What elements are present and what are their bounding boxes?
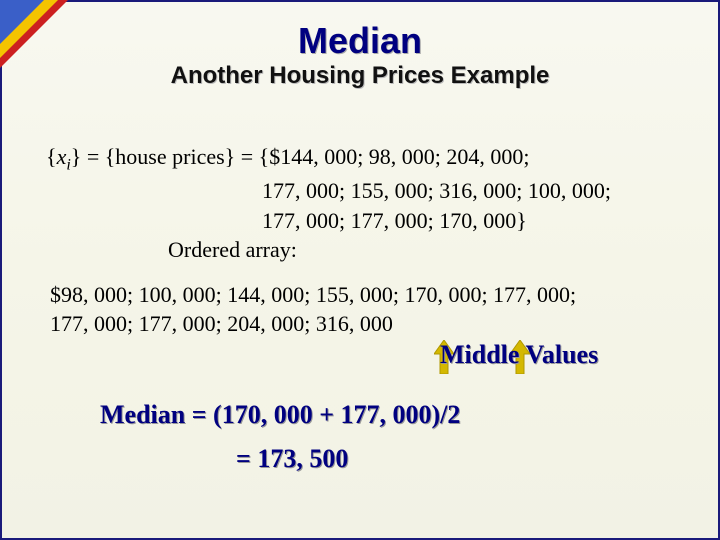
dataset-line2: 177, 000; 155, 000; 316, 000; 100, 000;: [46, 176, 674, 206]
ordered-array: $98, 000; 100, 000; 144, 000; 155, 000; …: [46, 281, 674, 338]
ordered-label: Ordered array:: [46, 235, 674, 265]
dataset-eq: = {house prices} = {$144, 000; 98, 000; …: [81, 144, 529, 169]
arrows-container: Middle Values: [46, 340, 674, 370]
median-result: = 173, 500: [46, 444, 674, 474]
var-x: x: [57, 144, 67, 169]
middle-values-label: Middle Values: [440, 340, 598, 370]
dataset-definition: {xi} = {house prices} = {$144, 000; 98, …: [46, 142, 674, 265]
slide-subtitle: Another Housing Prices Example: [2, 62, 718, 90]
dataset-line3: 177, 000; 177, 000; 170, 000}: [46, 206, 674, 236]
brace-open: {: [46, 144, 57, 169]
ordered-line1: $98, 000; 100, 000; 144, 000; 155, 000; …: [50, 281, 670, 310]
median-calculation: Median = (170, 000 + 177, 000)/2: [46, 400, 674, 430]
brace-close: }: [71, 144, 82, 169]
slide-content: {xi} = {house prices} = {$144, 000; 98, …: [2, 142, 718, 474]
corner-decoration: [0, 0, 90, 90]
ordered-line2: 177, 000; 177, 000; 204, 000; 316, 000: [50, 310, 670, 339]
slide-title: Median: [2, 20, 718, 62]
